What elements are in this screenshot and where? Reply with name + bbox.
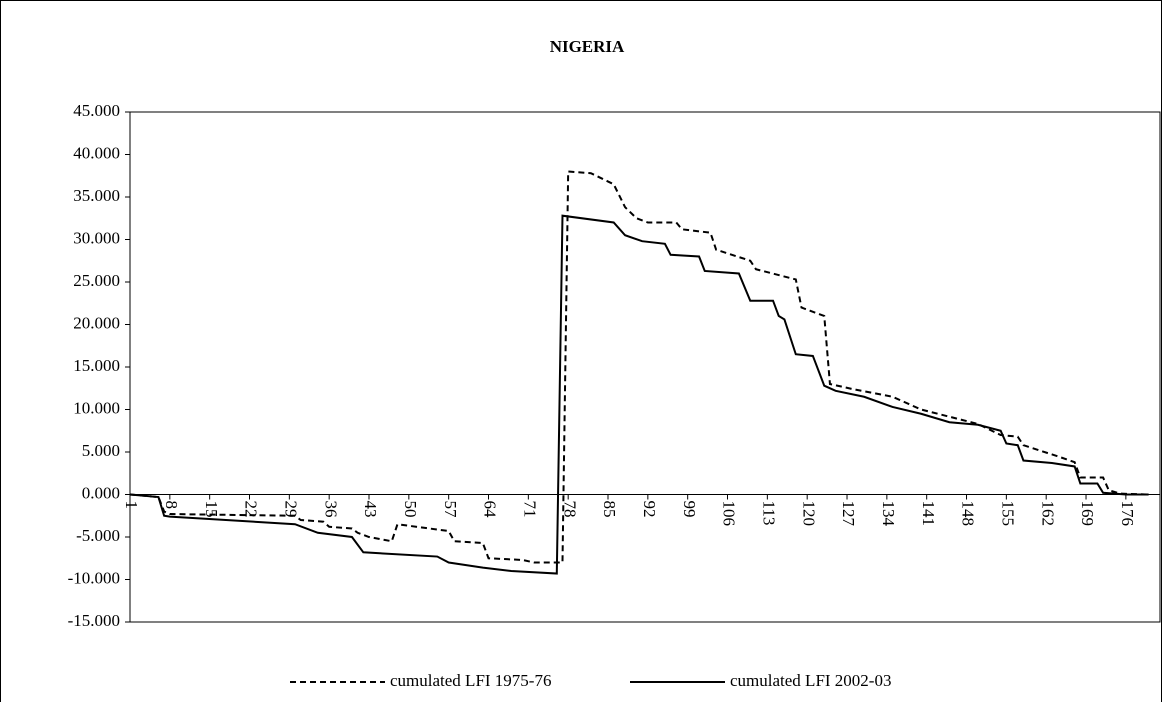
x-tick-label: 92 xyxy=(640,501,659,518)
x-tick-label: 155 xyxy=(998,501,1017,527)
x-tick-label: 85 xyxy=(600,501,619,518)
x-tick-label: 169 xyxy=(1078,501,1097,527)
x-tick-label: 29 xyxy=(281,501,300,518)
y-tick-label: 10.000 xyxy=(73,398,120,417)
y-tick-label: 30.000 xyxy=(73,228,120,247)
x-tick-label: 106 xyxy=(720,501,739,527)
y-tick-label: 15.000 xyxy=(73,356,120,375)
y-tick-label: 35.000 xyxy=(73,186,120,205)
plot-area xyxy=(129,111,1161,623)
x-tick-label: 113 xyxy=(759,501,778,526)
x-tick-label: 22 xyxy=(242,501,261,518)
y-tick-label: 40.000 xyxy=(73,143,120,162)
y-tick-label: -10.000 xyxy=(68,568,120,587)
x-tick-label: 15 xyxy=(202,501,221,518)
x-tick-label: 71 xyxy=(520,501,539,518)
x-tick-label: 43 xyxy=(361,501,380,518)
y-tick-label: -5.000 xyxy=(76,526,120,545)
x-tick-label: 99 xyxy=(680,501,699,518)
x-tick-label: 148 xyxy=(959,501,978,527)
legend-label: cumulated LFI 1975-76 xyxy=(390,671,551,690)
x-tick-label: 8 xyxy=(162,501,181,510)
x-tick-label: 127 xyxy=(839,501,858,527)
x-tick-label: 134 xyxy=(879,501,898,527)
line-series xyxy=(129,214,1149,575)
x-tick-label: 162 xyxy=(1038,501,1057,527)
x-tick-label: 176 xyxy=(1118,501,1137,527)
x-tick-label: 78 xyxy=(560,501,579,518)
legend-label: cumulated LFI 2002-03 xyxy=(730,671,891,690)
x-tick-label: 57 xyxy=(441,501,460,519)
x-tick-label: 1 xyxy=(122,501,141,510)
chart-title: NIGERIA xyxy=(550,37,625,56)
y-tick-label: 0.000 xyxy=(82,483,120,502)
x-tick-label: 64 xyxy=(481,501,500,519)
x-tick-label: 120 xyxy=(799,501,818,527)
y-tick-label: -15.000 xyxy=(68,611,120,630)
y-tick-label: 45.000 xyxy=(73,101,120,120)
line-series xyxy=(129,170,1149,564)
y-tick-label: 5.000 xyxy=(82,441,120,460)
x-tick-label: 50 xyxy=(401,501,420,518)
x-tick-label: 36 xyxy=(321,501,340,518)
x-tick-label: 141 xyxy=(919,501,938,527)
y-tick-label: 20.000 xyxy=(73,313,120,332)
y-tick-label: 25.000 xyxy=(73,271,120,290)
